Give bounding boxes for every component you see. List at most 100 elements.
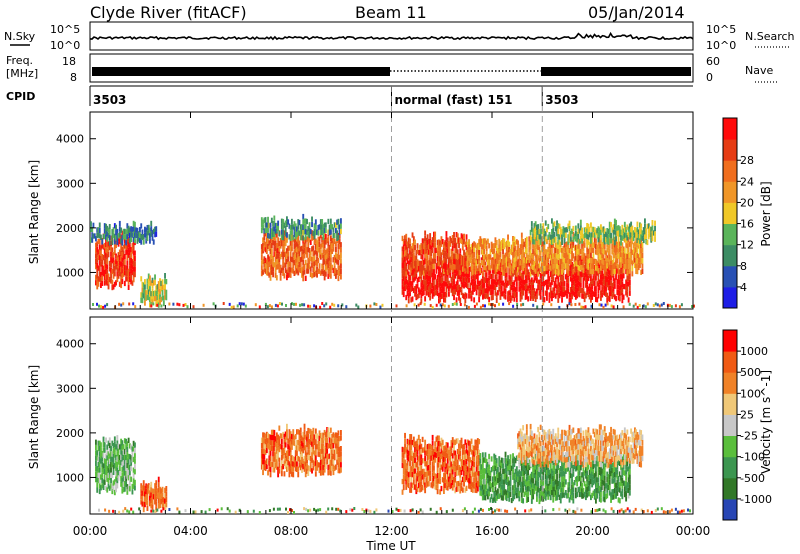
heatmap-cell bbox=[449, 451, 452, 458]
heatmap-cell bbox=[509, 265, 512, 271]
heatmap-cell bbox=[269, 248, 272, 254]
heatmap-cell bbox=[456, 260, 459, 266]
heatmap-cell bbox=[617, 295, 620, 301]
heatmap-cell bbox=[626, 264, 629, 270]
heatmap-cell bbox=[610, 222, 612, 228]
heatmap-cell bbox=[513, 494, 516, 500]
heatmap-cell bbox=[406, 470, 409, 477]
heatmap-cell bbox=[577, 223, 580, 229]
heatmap-cell bbox=[425, 450, 428, 456]
heatmap-cell bbox=[145, 499, 148, 505]
heatmap-cell bbox=[440, 263, 443, 269]
freq-unit-label: [MHz] bbox=[6, 67, 38, 80]
heatmap-cell bbox=[434, 290, 437, 296]
heatmap-cell bbox=[331, 449, 334, 456]
heatmap-cell bbox=[463, 481, 465, 487]
heatmap-cell bbox=[515, 239, 518, 245]
heatmap-cell bbox=[123, 448, 126, 455]
heatmap-cell bbox=[590, 292, 592, 298]
heatmap-cell bbox=[464, 476, 467, 483]
heatmap-cell bbox=[528, 272, 531, 278]
heatmap-cell bbox=[605, 255, 607, 262]
heatmap-cell bbox=[269, 461, 272, 467]
heatmap-cell bbox=[108, 442, 111, 449]
heatmap-cell bbox=[444, 477, 447, 483]
heatmap-cell bbox=[514, 292, 517, 298]
heatmap-cell bbox=[600, 238, 602, 244]
heatmap-cell bbox=[328, 469, 331, 475]
heatmap-cell bbox=[597, 241, 600, 247]
heatmap-cell bbox=[484, 479, 487, 485]
heatmap-cell bbox=[297, 264, 300, 271]
heatmap-cell bbox=[407, 292, 410, 299]
heatmap-cell bbox=[479, 305, 482, 309]
heatmap-cell bbox=[478, 280, 481, 287]
heatmap-cell bbox=[430, 455, 433, 461]
heatmap-cell bbox=[297, 224, 300, 230]
heatmap-cell bbox=[544, 249, 547, 255]
heatmap-cell bbox=[404, 240, 406, 246]
heatmap-cell bbox=[424, 439, 427, 445]
heatmap-cell bbox=[268, 460, 271, 467]
heatmap-cell bbox=[146, 284, 149, 290]
heatmap-cell bbox=[298, 267, 301, 273]
heatmap-cell bbox=[514, 256, 517, 262]
heatmap-cell bbox=[291, 267, 293, 273]
heatmap-cell bbox=[448, 476, 450, 482]
heatmap-cell bbox=[270, 269, 273, 275]
heatmap-cell bbox=[186, 305, 189, 309]
heatmap-cell bbox=[103, 264, 106, 270]
heatmap-cell bbox=[473, 477, 476, 484]
heatmap-cell bbox=[404, 275, 406, 281]
heatmap-cell bbox=[515, 249, 518, 256]
heatmap-cell bbox=[283, 433, 286, 439]
heatmap-cell bbox=[301, 462, 303, 468]
heatmap-cell bbox=[576, 277, 579, 283]
heatmap-cell bbox=[116, 239, 119, 245]
heatmap-cell bbox=[509, 281, 512, 287]
heatmap-cell bbox=[628, 223, 631, 229]
heatmap-cell bbox=[420, 248, 423, 254]
heatmap-cell bbox=[322, 234, 325, 241]
heatmap-cell bbox=[302, 229, 305, 236]
heatmap-cell bbox=[269, 254, 272, 260]
heatmap-cell bbox=[154, 295, 156, 302]
heatmap-cell bbox=[416, 449, 419, 455]
heatmap-cell bbox=[466, 477, 469, 483]
heatmap-cell bbox=[130, 268, 133, 274]
heatmap-cell bbox=[159, 502, 161, 509]
heatmap-cell bbox=[303, 423, 306, 429]
heatmap-cell bbox=[307, 433, 310, 439]
heatmap-cell bbox=[436, 467, 439, 473]
heatmap-cell bbox=[444, 240, 447, 246]
heatmap-cell bbox=[324, 453, 327, 459]
heatmap-cell bbox=[282, 218, 285, 225]
heatmap-cell bbox=[549, 249, 552, 255]
heatmap-cell bbox=[493, 253, 496, 260]
heatmap-cell bbox=[322, 470, 325, 476]
heatmap-cell bbox=[412, 442, 415, 448]
heatmap-cell bbox=[646, 223, 649, 230]
heatmap-cell bbox=[329, 229, 332, 235]
heatmap-cell bbox=[333, 270, 336, 277]
heatmap-cell bbox=[453, 460, 455, 467]
heatmap-cell bbox=[500, 266, 503, 272]
heatmap-cell bbox=[630, 248, 633, 254]
heatmap-cell bbox=[571, 228, 573, 234]
heatmap-cell bbox=[446, 264, 449, 270]
heatmap-cell bbox=[611, 260, 614, 266]
heatmap-cell bbox=[407, 264, 410, 270]
heatmap-cell bbox=[483, 489, 486, 495]
heatmap-cell bbox=[539, 250, 542, 256]
heatmap-cell bbox=[590, 286, 592, 292]
heatmap-cell bbox=[279, 275, 282, 281]
heatmap-cell bbox=[463, 465, 465, 471]
heatmap-cell bbox=[616, 241, 619, 248]
heatmap-cell bbox=[121, 440, 124, 446]
heatmap-cell bbox=[284, 452, 287, 459]
heatmap-cell bbox=[283, 246, 286, 252]
heatmap-cell bbox=[106, 476, 109, 482]
heatmap-cell bbox=[611, 244, 614, 250]
heatmap-cell bbox=[405, 447, 408, 453]
heatmap-cell bbox=[326, 253, 329, 259]
